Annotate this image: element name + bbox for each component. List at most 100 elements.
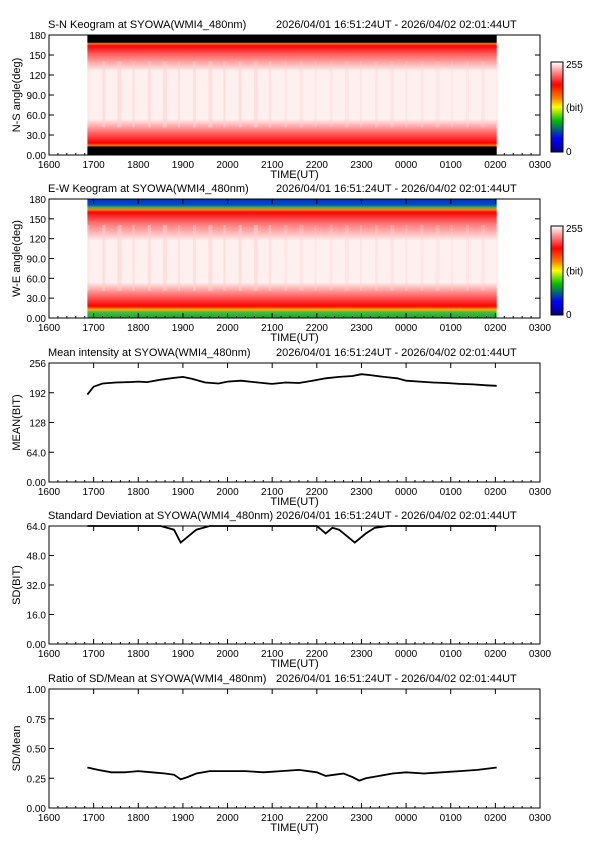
ew-panel [48,198,564,319]
sn-heatmap-streak [390,61,395,128]
sn-heatmap-streak [359,61,362,128]
ratio-xtick-label: 2100 [261,813,284,824]
sn-heatmap-streak [375,61,379,128]
mean-ytick-label: 256 [29,359,46,370]
ew-xtick-label: 2300 [350,323,373,334]
ew-heatmap-streak [466,225,470,291]
sn-heatmap-streak [268,61,271,128]
ew-heatmap-streak [147,225,151,291]
sn-heatmap-streak [450,61,453,128]
ratio-panel [48,688,541,809]
sn-xtick-label: 1600 [38,160,61,171]
ratio-ylabel: SD/Mean [11,726,23,772]
ratio-xtick-label: 0200 [484,813,507,824]
ratio-ytick-label: 0.00 [27,804,47,815]
ew-xtick-label: 0000 [395,323,418,334]
ew-xtick-label: 2000 [216,323,239,334]
ew-heatmap-streak [314,225,317,291]
ratio-xtick-label: 0000 [395,813,418,824]
mean-xtick-label: 1900 [172,487,195,498]
sn-heatmap-streak [314,61,317,128]
sn-xtick-label: 0000 [395,160,418,171]
mean-xtick-label: 1600 [38,487,61,498]
sn-xtick-label: 1700 [83,160,106,171]
ew-heatmap-streak [132,225,135,291]
ew-heatmap-streak [223,225,226,291]
sn-ytick-label: 30.0 [27,131,47,142]
sn-heatmap-streak [162,61,167,128]
ew-colorbar-min: 0 [566,310,572,321]
sd-ytick-label: 0.00 [27,640,47,651]
sd-xtick-label: 2000 [216,649,239,660]
sn-heatmap-streak [329,61,333,128]
ew-xlabel: TIME(UT) [270,332,318,344]
sn-heatmap-streak [238,61,242,128]
sn-heatmap-streak [223,61,226,128]
sn-heatmap-streak [117,61,122,128]
sn-heatmap-streak [496,61,499,128]
mean-xtick-label: 1700 [83,487,106,498]
mean-ytick-label: 192 [29,389,46,400]
sn-ytick-label: 60.0 [27,111,47,122]
sd-ylabel: SD(BIT) [11,565,23,605]
ew-heatmap-streak [102,225,106,291]
ew-ylabel: W-E angle(deg) [11,220,23,297]
ratio-xlabel: TIME(UT) [270,822,318,834]
ew-xtick-label: 1700 [83,323,106,334]
mean-xtick-label: 0000 [395,487,418,498]
mean-xlabel: TIME(UT) [270,496,318,508]
sn-heatmap [87,35,497,155]
sn-heatmap-streak [435,61,440,128]
sn-heatmap-streak [147,61,151,128]
sd-ytick-label: 48.0 [27,552,47,563]
mean-ytick-label: 0.00 [27,478,47,489]
mean-panel [48,362,541,483]
sn-ytick-label: 150 [29,51,46,62]
sn-heatmap-streak [405,61,408,128]
ew-heatmap-streak [238,225,242,291]
ew-heatmap-streak [269,225,272,291]
sd-xtick-label: 2300 [350,649,373,660]
sd-xtick-label: 1700 [83,649,106,660]
mean-xtick-label: 2000 [216,487,239,498]
sn-heatmap-streak [147,61,151,128]
ew-heatmap-streak [223,225,226,291]
ew-heatmap-streak [450,225,453,291]
ew-heatmap-streak [253,225,258,291]
ew-xtick-label: 0300 [529,323,552,334]
mean-ytick-label: 64.0 [27,448,47,459]
ratio-xtick-label: 1900 [172,813,195,824]
sd-plot-frame [48,525,541,645]
sn-ytick-label: 0.00 [27,151,47,162]
ew-heatmap-streak [435,225,440,291]
mean-xtick-label: 0300 [529,487,552,498]
ew-heatmap-streak [208,225,213,291]
sn-time-range: 2026/04/01 16:51:24UT - 2026/04/02 02:01… [276,19,517,31]
sn-heatmap-streak [192,61,196,128]
mean-time-range: 2026/04/01 16:51:24UT - 2026/04/02 02:01… [276,347,517,359]
ew-heatmap-streak [192,225,196,291]
ew-ytick-label: 60.0 [27,274,47,285]
ew-xtick-label: 0100 [440,323,463,334]
ew-xtick-label: 2100 [261,323,284,334]
ratio-xtick-label: 1600 [38,813,61,824]
ew-heatmap-streak [481,225,486,291]
ew-heatmap-streak [359,225,362,291]
ew-heatmap [87,199,497,318]
ew-ytick-label: 90.0 [27,255,47,266]
mean-xtick-label: 1800 [127,487,150,498]
ew-heatmap-streak [163,225,168,291]
ew-heatmap-streak [87,225,90,291]
ratio-ytick-label: 0.75 [27,715,47,726]
sd-xtick-label: 2200 [306,649,329,660]
ew-ytick-label: 120 [29,235,46,246]
mean-ylabel: MEAN(BIT) [11,394,23,450]
sn-xtick-label: 2300 [350,160,373,171]
sn-heatmap-streak [420,61,424,128]
sn-heatmap-streak [117,61,122,128]
sd-xtick-label: 0200 [484,649,507,660]
ew-colorbar [550,225,564,316]
sn-colorbar-min: 0 [566,147,572,158]
ew-xtick-label: 1900 [172,323,195,334]
